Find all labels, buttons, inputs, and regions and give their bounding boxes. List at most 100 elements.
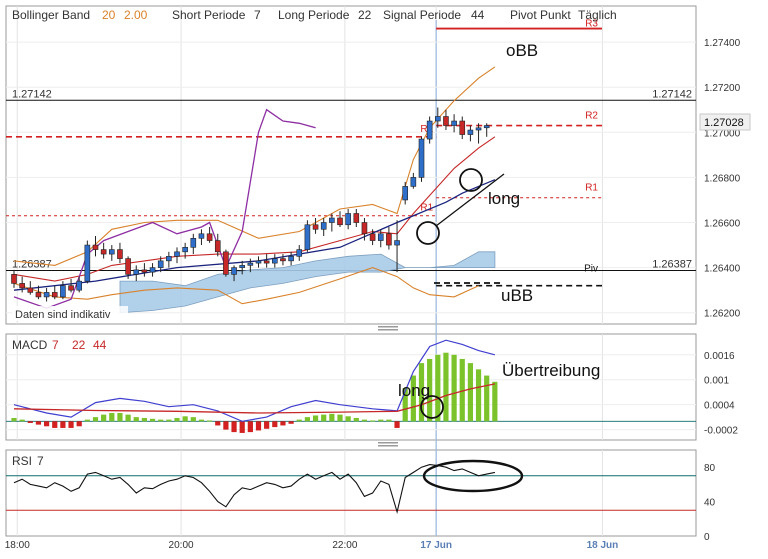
candle-body — [198, 233, 205, 239]
macd-slow: 22 — [72, 338, 86, 352]
panel-splitter-grip[interactable] — [378, 442, 398, 447]
macd-histogram-bar — [109, 412, 115, 422]
macd-label: MACD — [12, 338, 48, 352]
candle-body — [402, 186, 409, 201]
macd-histogram-bar — [459, 358, 465, 422]
macd-histogram-bar — [190, 417, 196, 422]
price-y-tick: 1.26400 — [704, 264, 741, 275]
pivot-label: Pivot Punkt — [510, 8, 571, 22]
candle-body — [386, 233, 392, 246]
rsi-panel-label: RSI 7 — [12, 454, 44, 468]
annotation-ubb: uBB — [501, 286, 533, 305]
header-indicator-labels: Bollinger Band 20 2.00 Short Periode 7 L… — [12, 8, 617, 22]
candle-body — [166, 256, 172, 262]
candle-body — [19, 283, 25, 289]
candle-body — [320, 222, 327, 230]
pivot-r1-prev-label: R1 — [420, 203, 433, 214]
rsi-series — [6, 464, 696, 515]
macd-histogram-bar — [435, 354, 441, 422]
macd-histogram-bar — [264, 421, 270, 429]
macd-histogram-bar — [410, 375, 416, 422]
grid: 18:00 20:00 22:00 17 Jun 18 Jun 1.27400 1.2720… — [5, 6, 741, 551]
macd-histogram-bar — [92, 417, 99, 422]
candle-body — [312, 224, 319, 230]
candle-body — [418, 138, 425, 178]
level-high-left-label: 1.27142 — [12, 88, 52, 100]
indicative-notice-text: Daten sind indikativ — [15, 309, 111, 321]
x-tick-label: 18:00 — [5, 540, 30, 551]
rsi-period: 7 — [37, 454, 44, 468]
macd-histogram-bar — [207, 420, 213, 422]
candle-body — [304, 224, 311, 250]
last-price-tag: 1.27028 — [699, 113, 751, 131]
candle-body — [377, 233, 384, 241]
annotations: oBB long uBB Übertreibung long — [398, 41, 600, 493]
long-moving-average — [13, 179, 496, 291]
price-y-tick: 1.27000 — [704, 128, 741, 139]
macd-histogram-bar — [149, 418, 156, 422]
macd-histogram-bar — [378, 419, 384, 422]
macd-histogram-bar — [337, 414, 343, 422]
panel-splitter-grip[interactable] — [378, 326, 398, 331]
candle-body — [68, 285, 74, 291]
candle-body — [271, 258, 278, 264]
annotation-rsi-ellipse — [422, 459, 524, 493]
macd-histogram-bar — [329, 413, 335, 422]
price-y-tick: 1.26200 — [704, 309, 741, 320]
candle-body — [467, 129, 474, 135]
bb-label: Bollinger Band — [12, 8, 90, 22]
candle-body — [483, 125, 490, 129]
candle-body — [361, 222, 368, 235]
pivot-r1-label: R1 — [585, 183, 598, 194]
bollinger-lower-band — [13, 267, 479, 305]
candle-body — [190, 237, 197, 248]
macd-histogram-bar — [418, 363, 425, 422]
macd-histogram-bar — [239, 421, 245, 433]
macd-histogram-bar — [19, 419, 25, 422]
price-y-tick: 1.26600 — [704, 219, 741, 230]
pivot-piv-label: Piv — [584, 264, 598, 275]
x-tick-label: 18 Jun — [587, 540, 619, 551]
level-low-right-label: 1.26387 — [652, 259, 692, 271]
macd-histogram-bar — [231, 421, 237, 433]
candle-body — [149, 267, 156, 273]
candle-body — [410, 177, 417, 187]
macd-y-tick: 0.001 — [704, 376, 729, 387]
candle-body — [451, 120, 457, 126]
annotation-long-price: long — [488, 189, 520, 208]
candle-body — [255, 260, 262, 264]
macd-histogram-bar — [321, 414, 327, 422]
macd-panel-frame — [5, 333, 697, 441]
macd-histogram-bar — [247, 421, 253, 433]
long-period-value: 22 — [358, 8, 372, 22]
macd-histogram-bar — [141, 417, 147, 422]
candle-body — [329, 217, 335, 223]
macd-histogram-bar — [370, 420, 376, 422]
candle-body — [247, 262, 254, 266]
pivot-r3-label: R3 — [585, 19, 598, 30]
x-tick-label: 22:00 — [332, 540, 357, 551]
price-y-tick: 1.27400 — [704, 38, 741, 49]
candle-body — [174, 251, 180, 257]
candle-body — [206, 233, 213, 241]
macd-histogram-bar — [27, 421, 33, 423]
macd-histogram-bar — [215, 421, 221, 426]
candle-body — [117, 249, 123, 259]
candle-body — [27, 287, 34, 293]
macd-histogram-bar — [427, 358, 433, 422]
macd-histogram-bar — [158, 419, 164, 422]
price-y-tick: 1.27200 — [704, 83, 741, 94]
rsi-panel-frame — [5, 449, 697, 537]
macd-histogram-bar — [35, 421, 42, 425]
candle-body — [239, 265, 245, 268]
candle-body — [426, 120, 433, 140]
macd-histogram-bar — [312, 415, 319, 422]
macd-histogram-bar — [353, 417, 359, 422]
macd-histogram-bar — [182, 416, 188, 422]
macd-histogram-bar — [475, 369, 482, 422]
level-high-right-label: 1.27142 — [652, 88, 692, 100]
macd-histogram-bar — [223, 421, 229, 430]
rsi-y-tick: 0 — [704, 532, 710, 543]
candle-body — [280, 258, 286, 262]
candle-body — [100, 249, 107, 255]
